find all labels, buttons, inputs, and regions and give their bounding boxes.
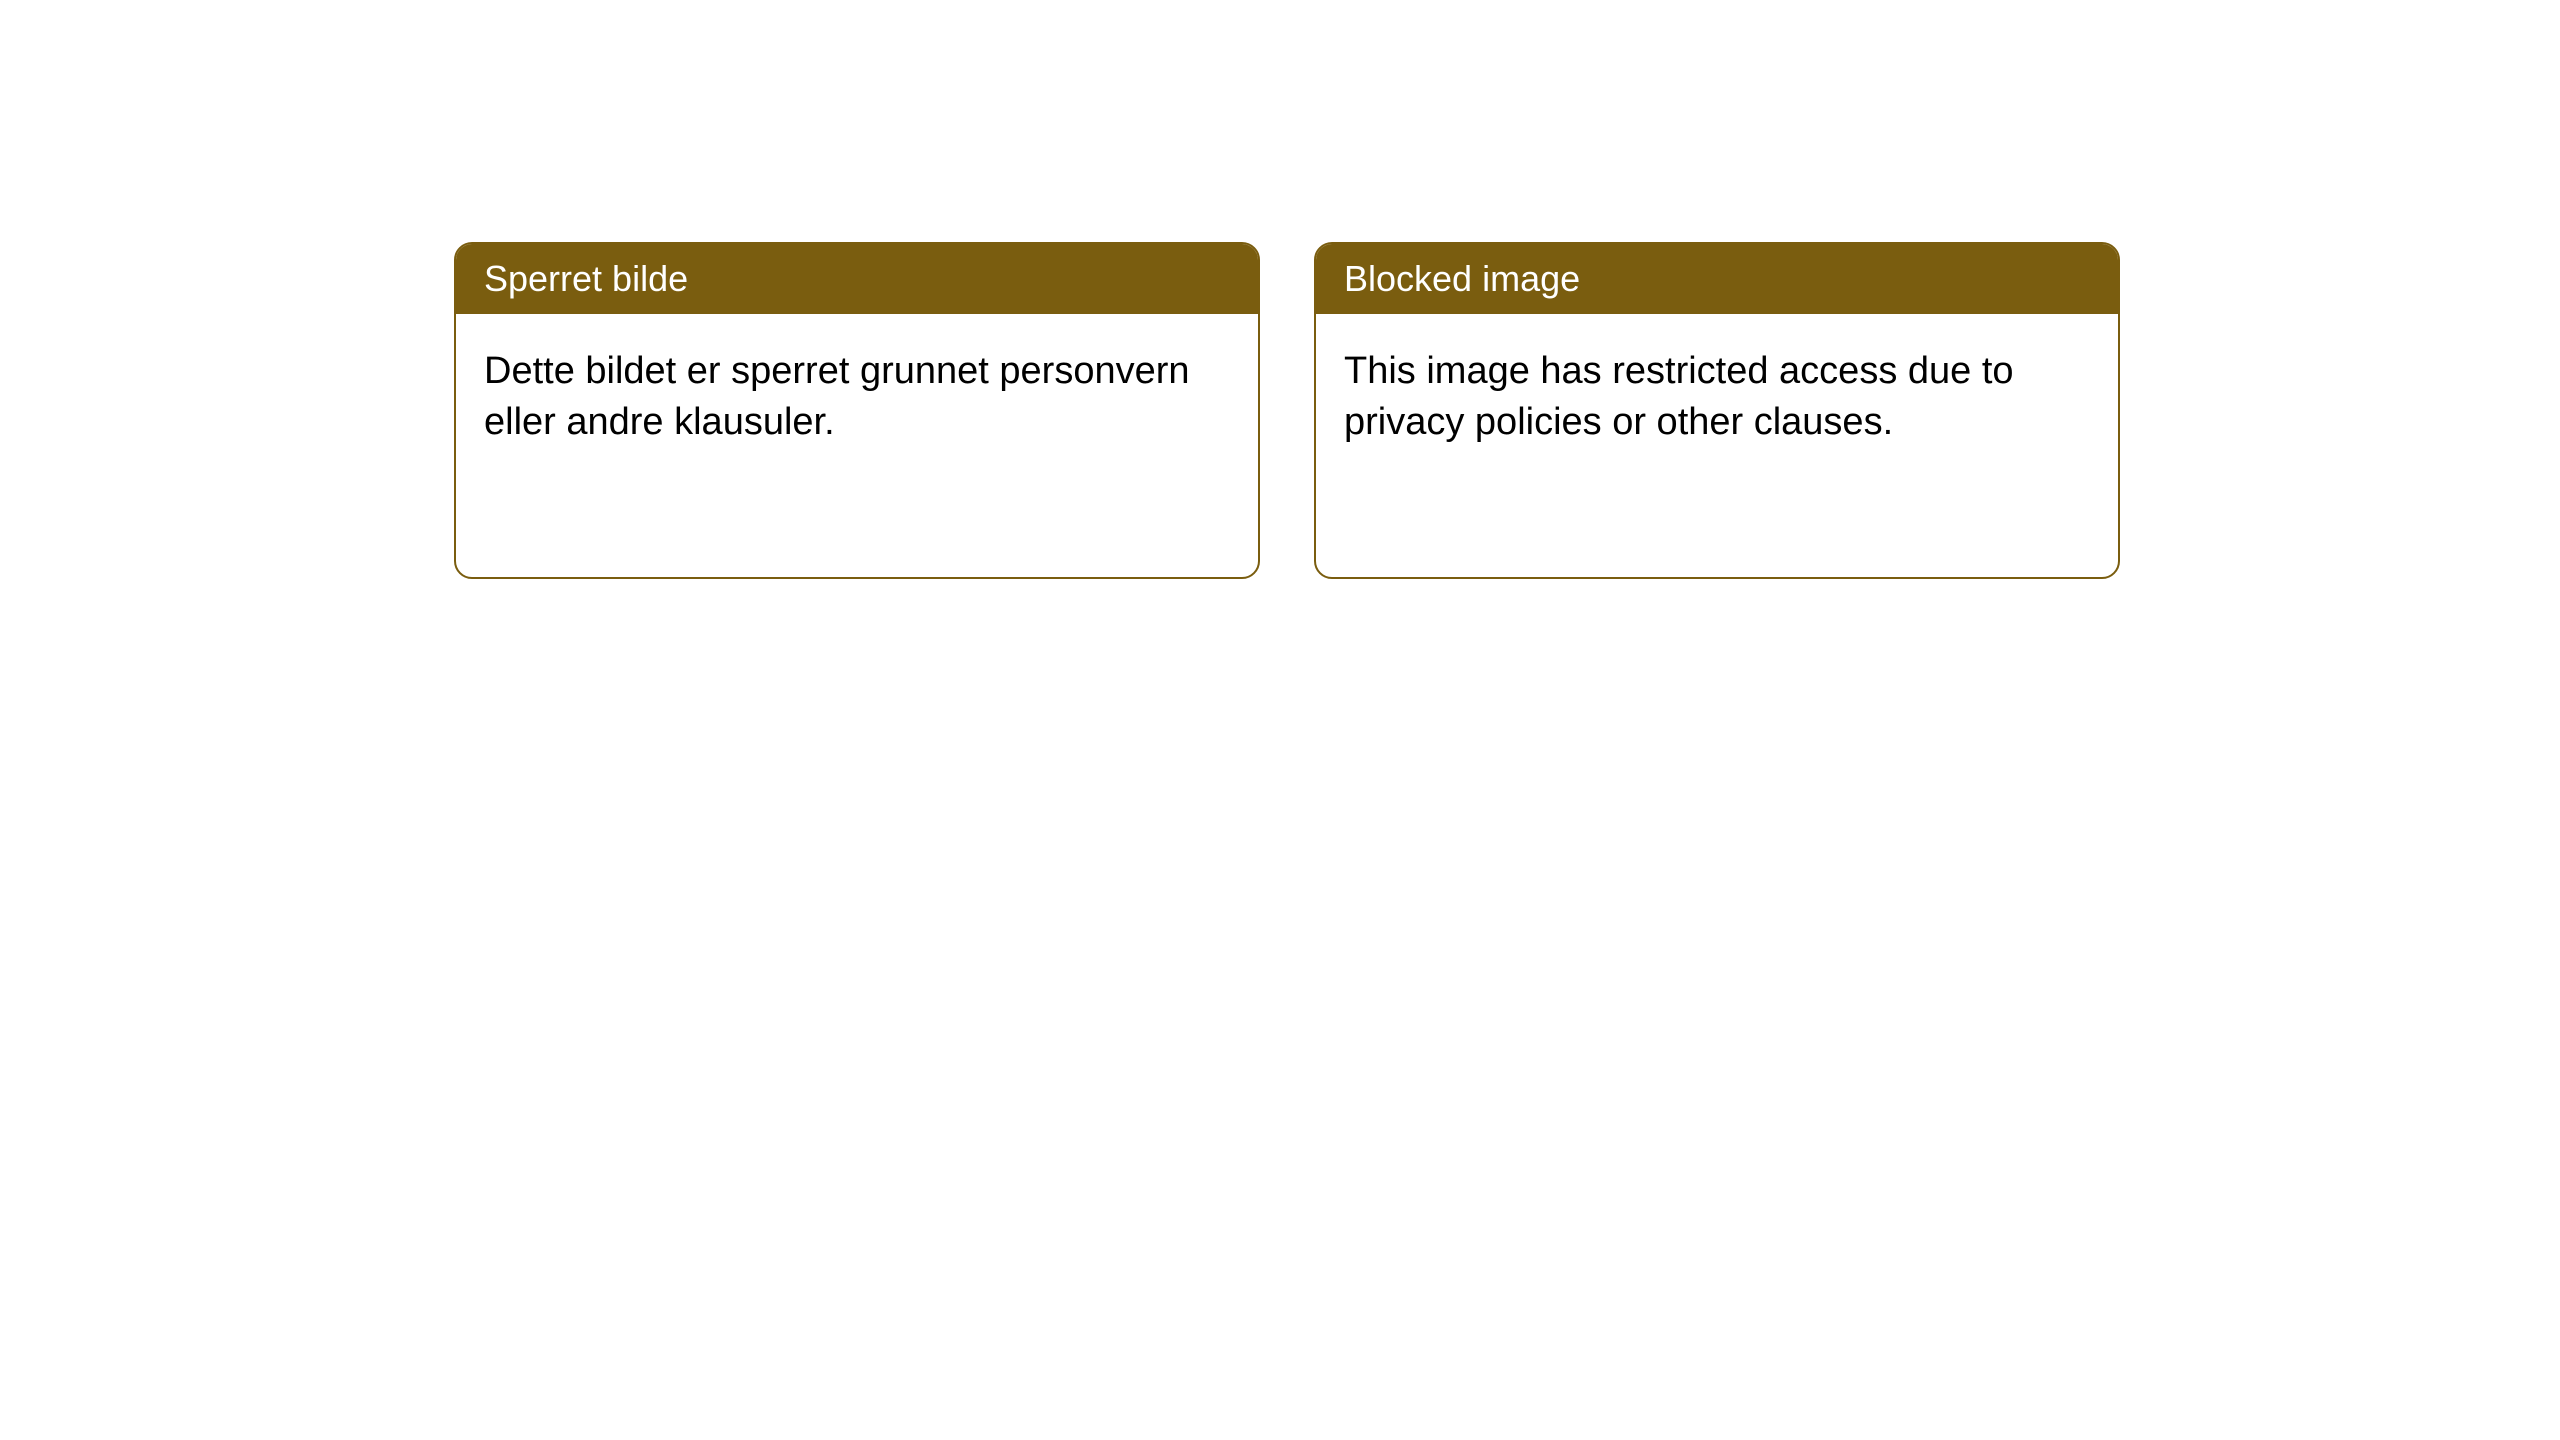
notice-card-title: Blocked image — [1344, 258, 1580, 299]
notice-card-english: Blocked image This image has restricted … — [1314, 242, 2120, 579]
notice-card-header: Blocked image — [1316, 244, 2118, 314]
notice-card-body: This image has restricted access due to … — [1316, 314, 2118, 481]
notice-card-title: Sperret bilde — [484, 258, 688, 299]
notice-card-text: This image has restricted access due to … — [1344, 350, 2014, 443]
notice-card-body: Dette bildet er sperret grunnet personve… — [456, 314, 1258, 481]
notice-cards-container: Sperret bilde Dette bildet er sperret gr… — [454, 242, 2120, 579]
notice-card-header: Sperret bilde — [456, 244, 1258, 314]
notice-card-norwegian: Sperret bilde Dette bildet er sperret gr… — [454, 242, 1260, 579]
notice-card-text: Dette bildet er sperret grunnet personve… — [484, 350, 1190, 443]
